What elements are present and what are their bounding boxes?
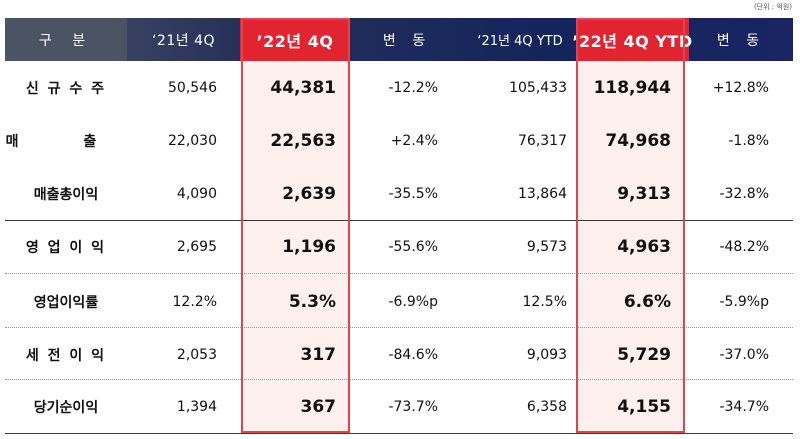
cell-label: 매 출 [5, 133, 127, 150]
header-category: 구 분 [5, 18, 127, 61]
cell-q4-21: 12.2% [172, 293, 217, 310]
table-row: 매 출 22,030 22,563 +2.4% 76,317 74,968 -1.8% [5, 114, 793, 167]
highlight-col-q4-22 [241, 61, 350, 434]
header-change-1: 변 동 [350, 18, 464, 61]
cell-chg1: -12.2% [388, 79, 438, 96]
cell-chg1: -35.5% [388, 185, 438, 202]
cell-q4-22: 1,196 [282, 236, 336, 257]
table-row: 매출총이익 4,090 2,639 -35.5% 13,864 9,313 -32.8% [5, 167, 793, 220]
header-q4-21-label: ‘21년 4Q [151, 32, 216, 49]
cell-q4-22: 44,381 [270, 77, 336, 98]
header-change-2-label: 변 동 [716, 32, 766, 49]
cell-chg1: -73.7% [388, 398, 438, 415]
cell-chg1: -55.6% [388, 238, 438, 255]
cell-q4-21: 2,695 [176, 238, 217, 255]
table-row: 영 업 이 익 2,695 1,196 -55.6% 9,573 4,963 -48.2% [5, 220, 793, 273]
cell-chg2: -5.9%p [719, 293, 769, 310]
cell-q4-22: 5.3% [288, 291, 336, 312]
cell-ytd-21: 105,433 [509, 79, 567, 96]
cell-ytd-22: 74,968 [605, 130, 671, 151]
cell-chg2: -34.7% [719, 398, 769, 415]
performance-table: 구 분 ‘21년 4Q ’22년 4Q 변 동 ‘21년 4Q YTD ’22년… [5, 18, 793, 434]
unit-note: (단위 : 억원) [753, 3, 792, 11]
cell-ytd-21: 13,864 [518, 185, 567, 202]
cell-chg2: -1.8% [728, 132, 769, 149]
cell-label: 신 규 수 주 [25, 80, 107, 97]
header-change-1-label: 변 동 [382, 32, 432, 49]
row-divider [5, 273, 793, 274]
header-ytd-21: ‘21년 4Q YTD [464, 18, 576, 61]
header-ytd-22: ’22년 4Q YTD [572, 18, 692, 61]
cell-ytd-21: 9,093 [526, 346, 567, 363]
cell-chg2: -32.8% [719, 185, 769, 202]
cell-label: 영업이익률 [33, 294, 99, 311]
cell-chg1: -84.6% [388, 346, 438, 363]
cell-chg2: -37.0% [719, 346, 769, 363]
table-row: 신 규 수 주 50,546 44,381 -12.2% 105,433 118,944 +… [5, 61, 793, 114]
table-header: 구 분 ‘21년 4Q ’22년 4Q 변 동 ‘21년 4Q YTD ’22년… [5, 18, 793, 61]
table-row: 당기순이익 1,394 367 -73.7% 6,358 4,155 -34.7% [5, 380, 793, 433]
cell-ytd-22: 6.6% [623, 291, 671, 312]
table-row: 영업이익률 12.2% 5.3% -6.9%p 12.5% 6.6% -5.9%p [5, 275, 793, 328]
header-q4-22: ’22년 4Q [240, 18, 350, 61]
cell-q4-21: 22,030 [168, 132, 217, 149]
cell-chg1: -6.9%p [388, 293, 438, 310]
cell-q4-21: 1,394 [176, 398, 217, 415]
cell-q4-22: 367 [300, 396, 337, 417]
cell-q4-21: 50,546 [168, 79, 217, 96]
cell-chg2: -48.2% [719, 238, 769, 255]
cell-ytd-21: 12.5% [522, 293, 567, 310]
cell-ytd-22: 9,313 [617, 183, 671, 204]
cell-q4-22: 22,563 [270, 130, 336, 151]
table-row: 세 전 이 익 2,053 317 -84.6% 9,093 5,729 -37.0% [5, 328, 793, 381]
row-divider [5, 433, 793, 434]
cell-ytd-22: 4,155 [617, 396, 671, 417]
highlight-col-ytd-22 [576, 61, 685, 434]
row-divider [5, 379, 793, 380]
header-ytd-21-label: ‘21년 4Q YTD [477, 34, 563, 49]
cell-ytd-21: 76,317 [518, 132, 567, 149]
header-ytd-22-label: ’22년 4Q YTD [572, 31, 693, 51]
header-q4-21: ‘21년 4Q [127, 18, 240, 61]
row-divider [5, 220, 793, 221]
header-category-label: 구 분 [38, 32, 94, 49]
cell-ytd-22: 118,944 [593, 77, 671, 98]
cell-label: 세 전 이 익 [25, 347, 107, 364]
cell-label: 매출총이익 [33, 186, 99, 203]
cell-ytd-21: 9,573 [526, 238, 567, 255]
cell-label: 당기순이익 [33, 399, 99, 416]
cell-ytd-21: 6,358 [526, 398, 567, 415]
cell-q4-21: 2,053 [176, 346, 217, 363]
header-change-2: 변 동 [689, 18, 793, 61]
cell-ytd-22: 5,729 [617, 344, 671, 365]
cell-ytd-22: 4,963 [617, 236, 671, 257]
cell-q4-21: 4,090 [176, 185, 217, 202]
cell-chg1: +2.4% [390, 132, 438, 149]
cell-q4-22: 317 [300, 344, 337, 365]
header-q4-22-label: ’22년 4Q [256, 31, 334, 51]
row-divider [5, 327, 793, 328]
cell-chg2: +12.8% [712, 79, 769, 96]
cell-q4-22: 2,639 [282, 183, 336, 204]
cell-label: 영 업 이 익 [25, 239, 107, 256]
